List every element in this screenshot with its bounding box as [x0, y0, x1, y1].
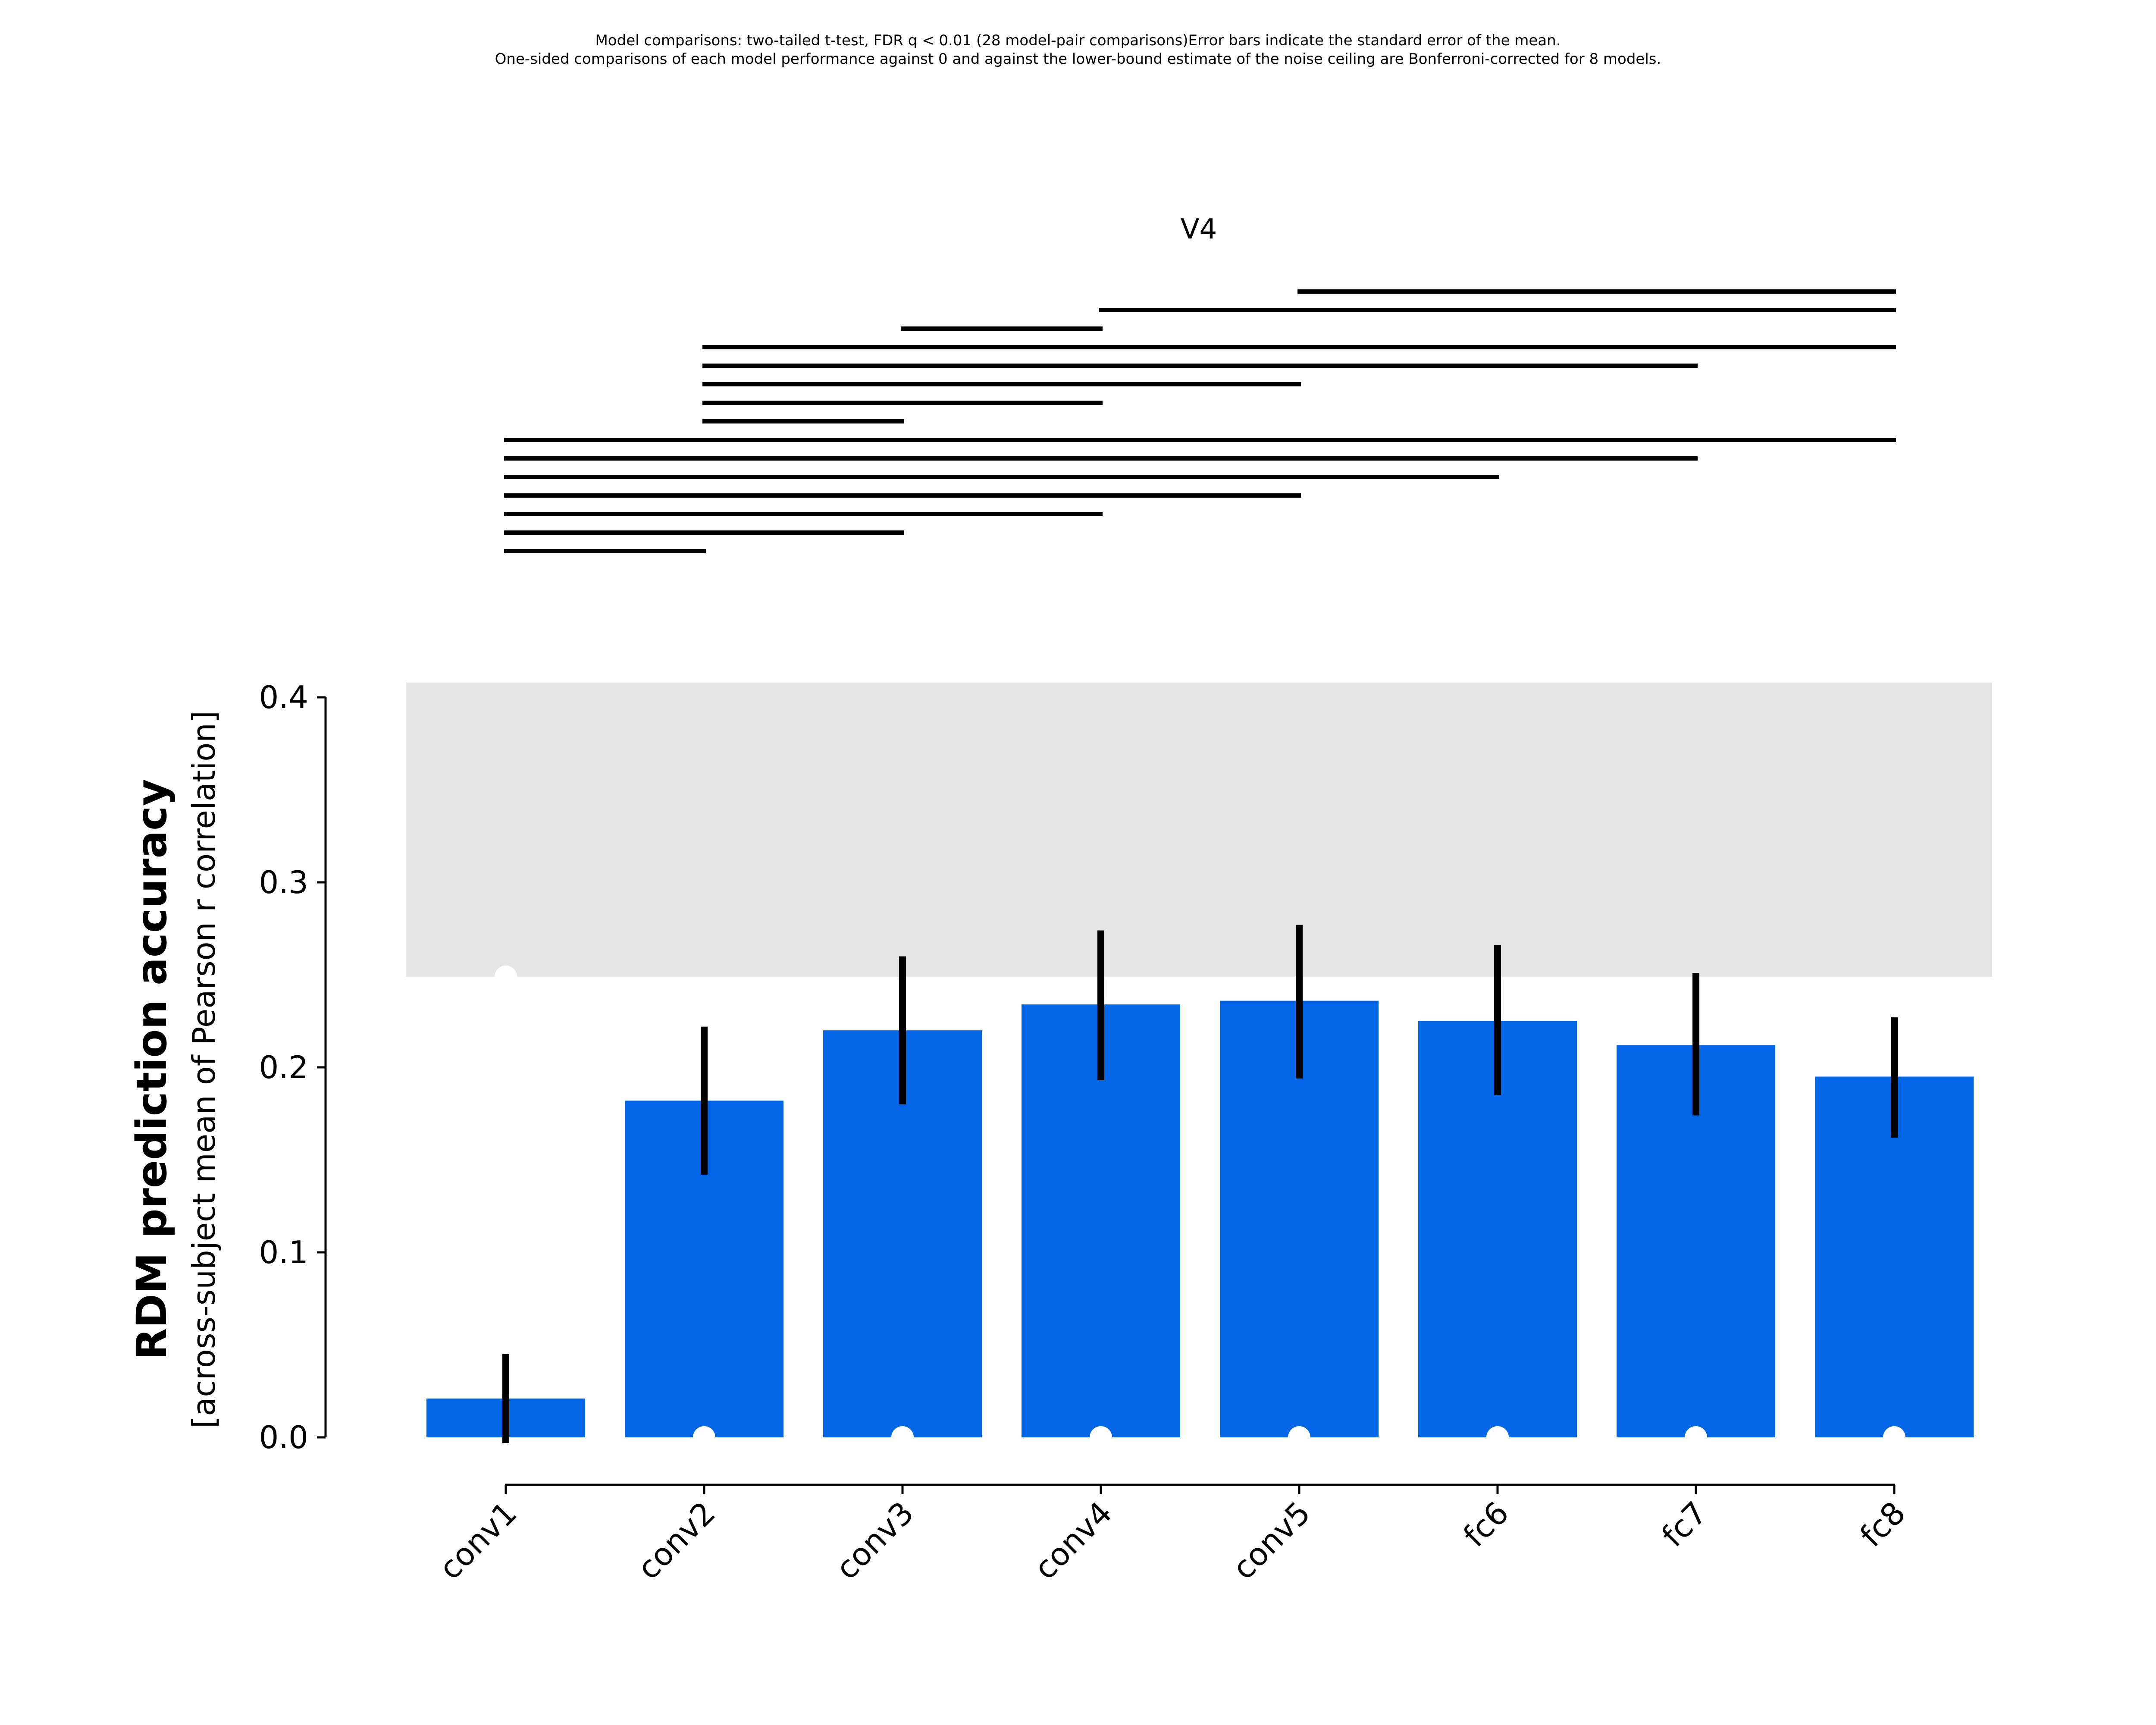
x-tick-label-conv2: conv2 — [630, 1495, 722, 1587]
x-tick-label-fc6: fc6 — [1456, 1495, 1516, 1554]
y-tick-label: 0.1 — [259, 1234, 308, 1270]
x-tick-label-conv3: conv3 — [829, 1495, 921, 1587]
y-tick-label: 0.2 — [259, 1049, 308, 1085]
error-bars-layer — [502, 925, 1898, 1443]
caption-line-2: One-sided comparisons of each model perf… — [495, 50, 1661, 68]
below-ceiling-marker-conv1 — [495, 965, 517, 988]
above-zero-marker-fc7 — [1685, 1426, 1707, 1449]
caption-line-1: Model comparisons: two-tailed t-test, FD… — [595, 32, 1561, 49]
y-axis-label: RDM prediction accuracy — [128, 779, 176, 1360]
y-tick-label: 0.4 — [259, 679, 308, 715]
x-tick-label-fc8: fc8 — [1853, 1495, 1912, 1554]
x-tick-label-conv1: conv1 — [432, 1495, 524, 1587]
noise-ceiling-layer — [406, 682, 1992, 977]
chart-title: V4 — [1181, 213, 1217, 245]
above-zero-marker-conv3 — [891, 1426, 914, 1449]
above-zero-marker-fc6 — [1486, 1426, 1509, 1449]
above-zero-marker-conv2 — [693, 1426, 715, 1449]
x-tick-label-fc7: fc7 — [1655, 1495, 1714, 1554]
above-zero-marker-fc8 — [1883, 1426, 1905, 1449]
above-zero-marker-conv5 — [1288, 1426, 1310, 1449]
x-tick-label-conv4: conv4 — [1027, 1495, 1119, 1587]
above-zero-marker-conv4 — [1090, 1426, 1112, 1449]
bars-layer — [426, 1000, 1974, 1437]
markers-layer — [495, 965, 1905, 1449]
y-tick-label: 0.3 — [259, 864, 308, 900]
noise-ceiling-band — [406, 682, 1992, 977]
x-tick-label-conv5: conv5 — [1225, 1495, 1317, 1587]
y-axis-sublabel: [across-subject mean of Pearson r correl… — [186, 711, 222, 1428]
pairwise-significance-layer — [504, 289, 1896, 553]
y-tick-label: 0.0 — [259, 1419, 308, 1455]
